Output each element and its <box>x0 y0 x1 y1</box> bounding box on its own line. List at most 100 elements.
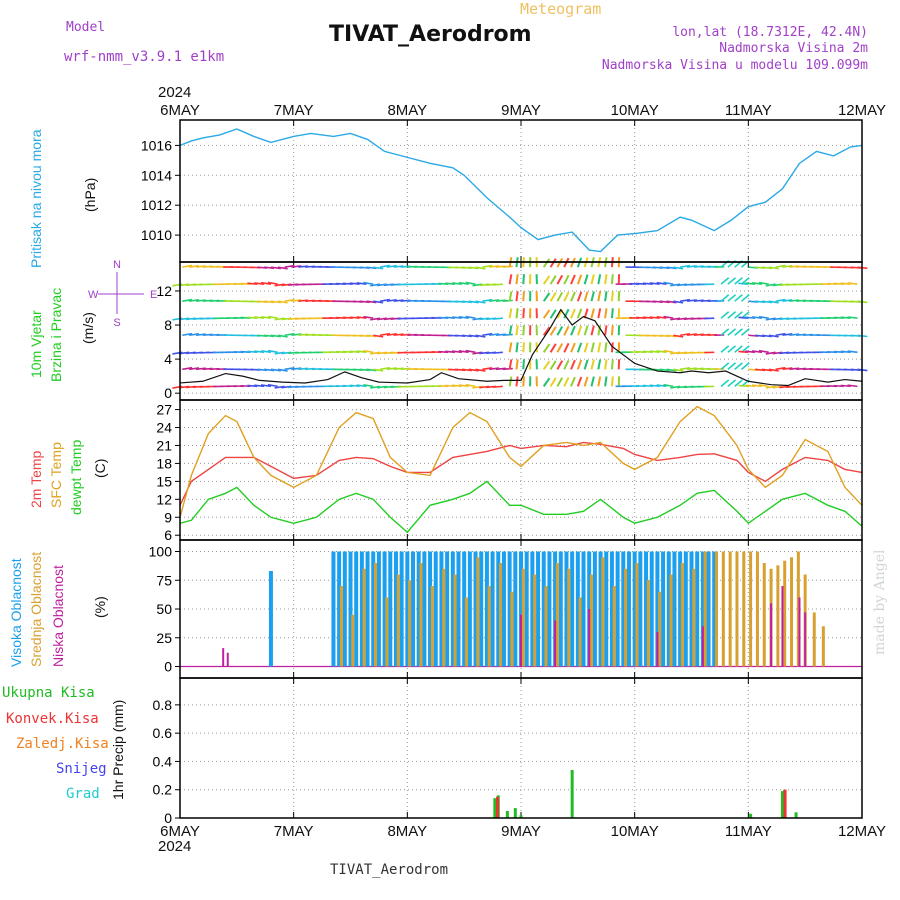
wind-barb <box>775 366 786 371</box>
cloud-high-bar <box>473 551 478 667</box>
cloud-high-bar <box>496 551 501 667</box>
wind-barb <box>542 326 551 336</box>
wind-barb <box>673 266 684 270</box>
wind-barb <box>740 328 750 336</box>
cloud-high-bar <box>604 551 609 667</box>
y-tick-label: 27 <box>156 402 172 418</box>
wind-barb <box>363 383 374 388</box>
wind-barb <box>727 294 737 302</box>
cloud-high-bar <box>536 551 541 667</box>
wind-barb <box>267 315 278 320</box>
cloud-high-bar <box>683 551 688 667</box>
wind-barb <box>576 308 583 319</box>
x-tick-label-top: 8MAY <box>387 102 427 119</box>
wind-barb <box>267 281 278 285</box>
wind-barb <box>522 325 525 336</box>
wind-barb <box>277 300 288 304</box>
wind-barb <box>195 333 206 337</box>
wind-barb <box>782 298 793 302</box>
wind-barb <box>670 385 681 389</box>
x-tick-label-bottom: 6MAY <box>160 823 200 840</box>
wind-barb <box>745 384 756 388</box>
cloud-mid-bar <box>476 557 480 667</box>
wind-barb <box>291 299 302 302</box>
cloud-high-bar <box>581 551 586 667</box>
wind-barb <box>604 291 608 302</box>
wind-barb <box>649 282 660 285</box>
wind-barb <box>349 316 360 320</box>
wind-barb <box>549 292 557 302</box>
wind-barb <box>610 308 614 319</box>
wind-barb <box>663 349 674 354</box>
wind-barb <box>768 368 779 372</box>
cloud-mid-bar <box>362 568 366 667</box>
wind-barb <box>642 282 653 285</box>
wind-barb <box>458 384 469 388</box>
cloud-high-bar <box>422 551 427 667</box>
wind-barb <box>502 367 513 371</box>
wind-barb <box>734 345 743 353</box>
wind-barb <box>570 342 576 353</box>
wind-barb <box>740 294 750 302</box>
wind-barb <box>583 325 589 336</box>
wind-barb <box>508 274 513 285</box>
cloud-high-bar <box>433 551 438 667</box>
wind-barb <box>666 266 677 270</box>
wind-barb <box>508 325 513 336</box>
wind-barb <box>254 316 265 320</box>
lonlat-label: lon,lat (18.7312E, 42.4N) <box>672 25 868 40</box>
wind-barb <box>363 349 374 354</box>
wind-barb <box>188 264 200 268</box>
y-tick-label: 0.2 <box>153 782 173 798</box>
wind-barb <box>349 384 360 388</box>
wind-barb <box>188 333 200 337</box>
wind-barb <box>765 283 776 287</box>
wind-barb <box>482 332 493 337</box>
wind-barb <box>720 277 730 285</box>
compass-west: W <box>88 289 99 301</box>
x-tick-label-top: 12MAY <box>838 102 886 119</box>
cloud-mid-bar <box>755 551 759 667</box>
wind-barb <box>765 317 776 321</box>
y-tick-label: 0.8 <box>153 697 173 713</box>
model-label: Model <box>66 20 106 35</box>
wind-barb <box>393 265 404 268</box>
hail-label: Grad <box>66 786 100 802</box>
y-tick-label: 0 <box>164 810 172 826</box>
compass-south: S <box>113 317 120 328</box>
cloud-mid-bar <box>567 568 571 667</box>
wind-barb <box>570 359 576 370</box>
wind-barb <box>659 368 670 372</box>
y-tick-label: 1012 <box>141 197 172 213</box>
wind-barb <box>445 282 456 285</box>
wind-barb <box>576 342 583 353</box>
wind-barb <box>597 359 602 370</box>
wind-barb <box>254 282 265 285</box>
wind-barb <box>356 316 367 320</box>
wind-barb <box>370 385 381 389</box>
wind-barb <box>604 359 608 370</box>
station-elevation: Nadmorska Visina 2m <box>719 41 868 56</box>
wind-barb <box>445 384 456 388</box>
wind-barb <box>465 315 476 320</box>
wind-barb <box>847 384 858 388</box>
wind-barb <box>270 300 281 304</box>
wind-barb <box>670 317 681 321</box>
wind-barb <box>489 299 500 302</box>
wind-barb <box>549 326 557 336</box>
cloud-low-bar <box>656 632 659 667</box>
cloud-mid-bar <box>430 586 434 667</box>
wind-barb <box>782 264 793 268</box>
wind-barb <box>642 350 653 354</box>
cloud-high-bar <box>507 551 512 667</box>
cloud-low-bar <box>520 614 522 667</box>
wind-barb <box>670 283 681 287</box>
precip-total-bar <box>513 808 517 818</box>
cloud-high-bar <box>519 551 523 667</box>
cloud-high-bar <box>524 551 529 667</box>
precip-total-label: Ukupna Kisa <box>2 685 95 701</box>
cloud-mid-bar <box>728 551 732 667</box>
wind-barb <box>508 376 513 387</box>
cloud-mid-bar <box>555 563 559 667</box>
